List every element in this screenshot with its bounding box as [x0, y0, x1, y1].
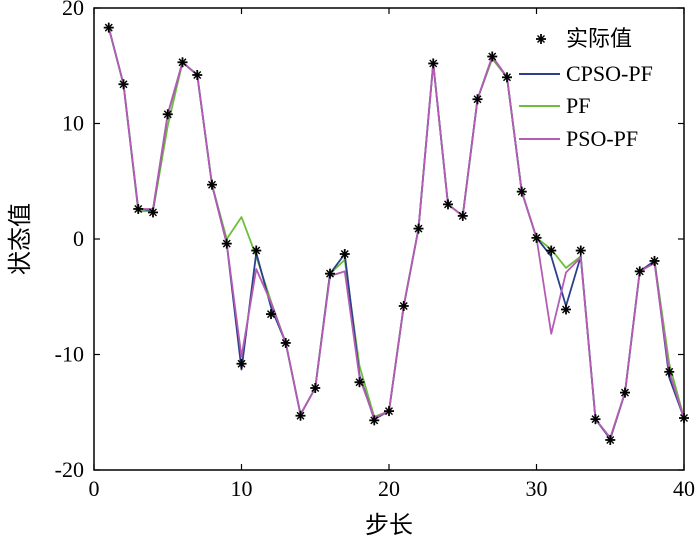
- actual-value-marker: [634, 266, 645, 277]
- series-line-pf: [107, 27, 685, 440]
- actual-value-marker: [620, 387, 630, 398]
- actual-value-marker: [207, 179, 217, 190]
- actual-value-marker: [177, 57, 188, 68]
- actual-value-marker: [339, 249, 350, 260]
- series-line-cpso-pf: [107, 27, 685, 440]
- actual-value-marker: [428, 58, 439, 69]
- y-tick-label: -10: [55, 342, 84, 367]
- actual-value-marker: [472, 94, 483, 105]
- series-line-pso-pf: [107, 27, 685, 439]
- x-tick-label: 10: [231, 476, 253, 501]
- legend-symbol-actual: [536, 34, 546, 44]
- actual-value-marker: [162, 109, 173, 120]
- actual-value-marker: [251, 245, 262, 256]
- actual-value-marker: [295, 410, 306, 421]
- actual-value-marker: [649, 255, 660, 266]
- actual-value-marker: [487, 51, 498, 62]
- actual-value-marker: [192, 69, 203, 80]
- x-tick-label: 0: [89, 476, 100, 501]
- actual-value-marker: [502, 72, 512, 83]
- actual-value-marker: [457, 210, 468, 221]
- actual-value-marker: [413, 223, 424, 234]
- actual-value-markers: [103, 22, 689, 445]
- y-tick-label: 0: [73, 226, 84, 251]
- actual-value-marker: [148, 207, 158, 218]
- actual-value-marker: [398, 300, 409, 311]
- legend-label-cpso-pf: CPSO-PF: [566, 61, 653, 86]
- series-lines: [107, 27, 685, 440]
- actual-value-marker: [516, 186, 527, 197]
- actual-value-marker: [354, 377, 365, 388]
- actual-value-marker: [561, 304, 571, 315]
- actual-value-marker: [531, 232, 542, 243]
- x-tick-label: 30: [526, 476, 548, 501]
- actual-value-marker: [679, 413, 689, 424]
- y-tick-label: 20: [62, 0, 84, 20]
- x-axis-title: 步长: [365, 512, 413, 539]
- actual-value-marker: [236, 358, 247, 369]
- legend-label-actual: 实际值: [566, 26, 632, 51]
- axis-ticks: 0 10 20 30 40 -20 -10 0 10 20: [55, 0, 695, 501]
- actual-value-marker: [221, 238, 232, 249]
- actual-value-marker: [325, 268, 335, 279]
- legend-label-pso-pf: PSO-PF: [566, 126, 638, 151]
- legend: 实际值 CPSO-PF PF PSO-PF: [519, 26, 653, 151]
- actual-value-marker: [575, 245, 586, 256]
- actual-value-marker: [118, 79, 129, 90]
- y-tick-label: 10: [62, 111, 84, 136]
- x-tick-label: 40: [673, 476, 695, 501]
- actual-value-marker: [310, 382, 321, 393]
- actual-value-marker: [103, 22, 114, 33]
- actual-value-marker: [605, 434, 616, 445]
- actual-value-marker: [664, 366, 675, 377]
- x-tick-label: 20: [378, 476, 400, 501]
- actual-value-marker: [133, 203, 144, 214]
- actual-value-marker: [280, 337, 291, 348]
- actual-value-marker: [384, 406, 394, 417]
- actual-value-marker: [590, 414, 601, 425]
- actual-value-marker: [443, 199, 453, 210]
- actual-value-marker: [369, 415, 380, 426]
- y-tick-label: -20: [55, 457, 84, 482]
- legend-label-pf: PF: [566, 93, 590, 118]
- actual-value-marker: [266, 309, 276, 320]
- actual-value-marker: [546, 245, 557, 256]
- y-axis-title: 状态值: [7, 203, 34, 275]
